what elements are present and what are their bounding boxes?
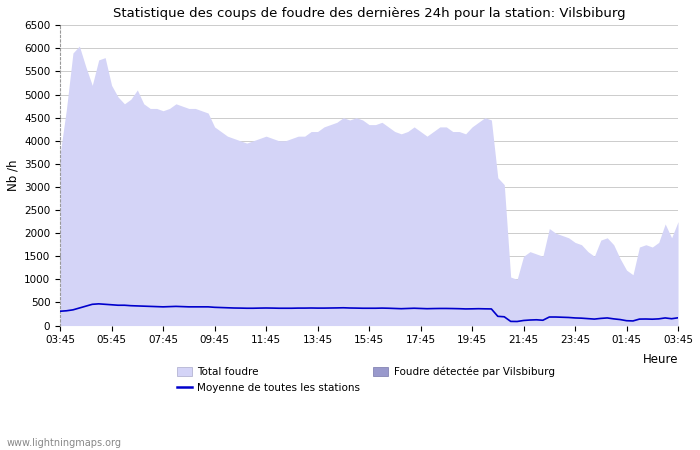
Y-axis label: Nb /h: Nb /h — [7, 160, 20, 191]
Text: Heure: Heure — [643, 353, 678, 365]
Title: Statistique des coups de foudre des dernières 24h pour la station: Vilsbiburg: Statistique des coups de foudre des dern… — [113, 7, 625, 20]
Legend: Total foudre, Moyenne de toutes les stations, Foudre détectée par Vilsbiburg: Total foudre, Moyenne de toutes les stat… — [176, 367, 554, 392]
Text: www.lightningmaps.org: www.lightningmaps.org — [7, 438, 122, 448]
